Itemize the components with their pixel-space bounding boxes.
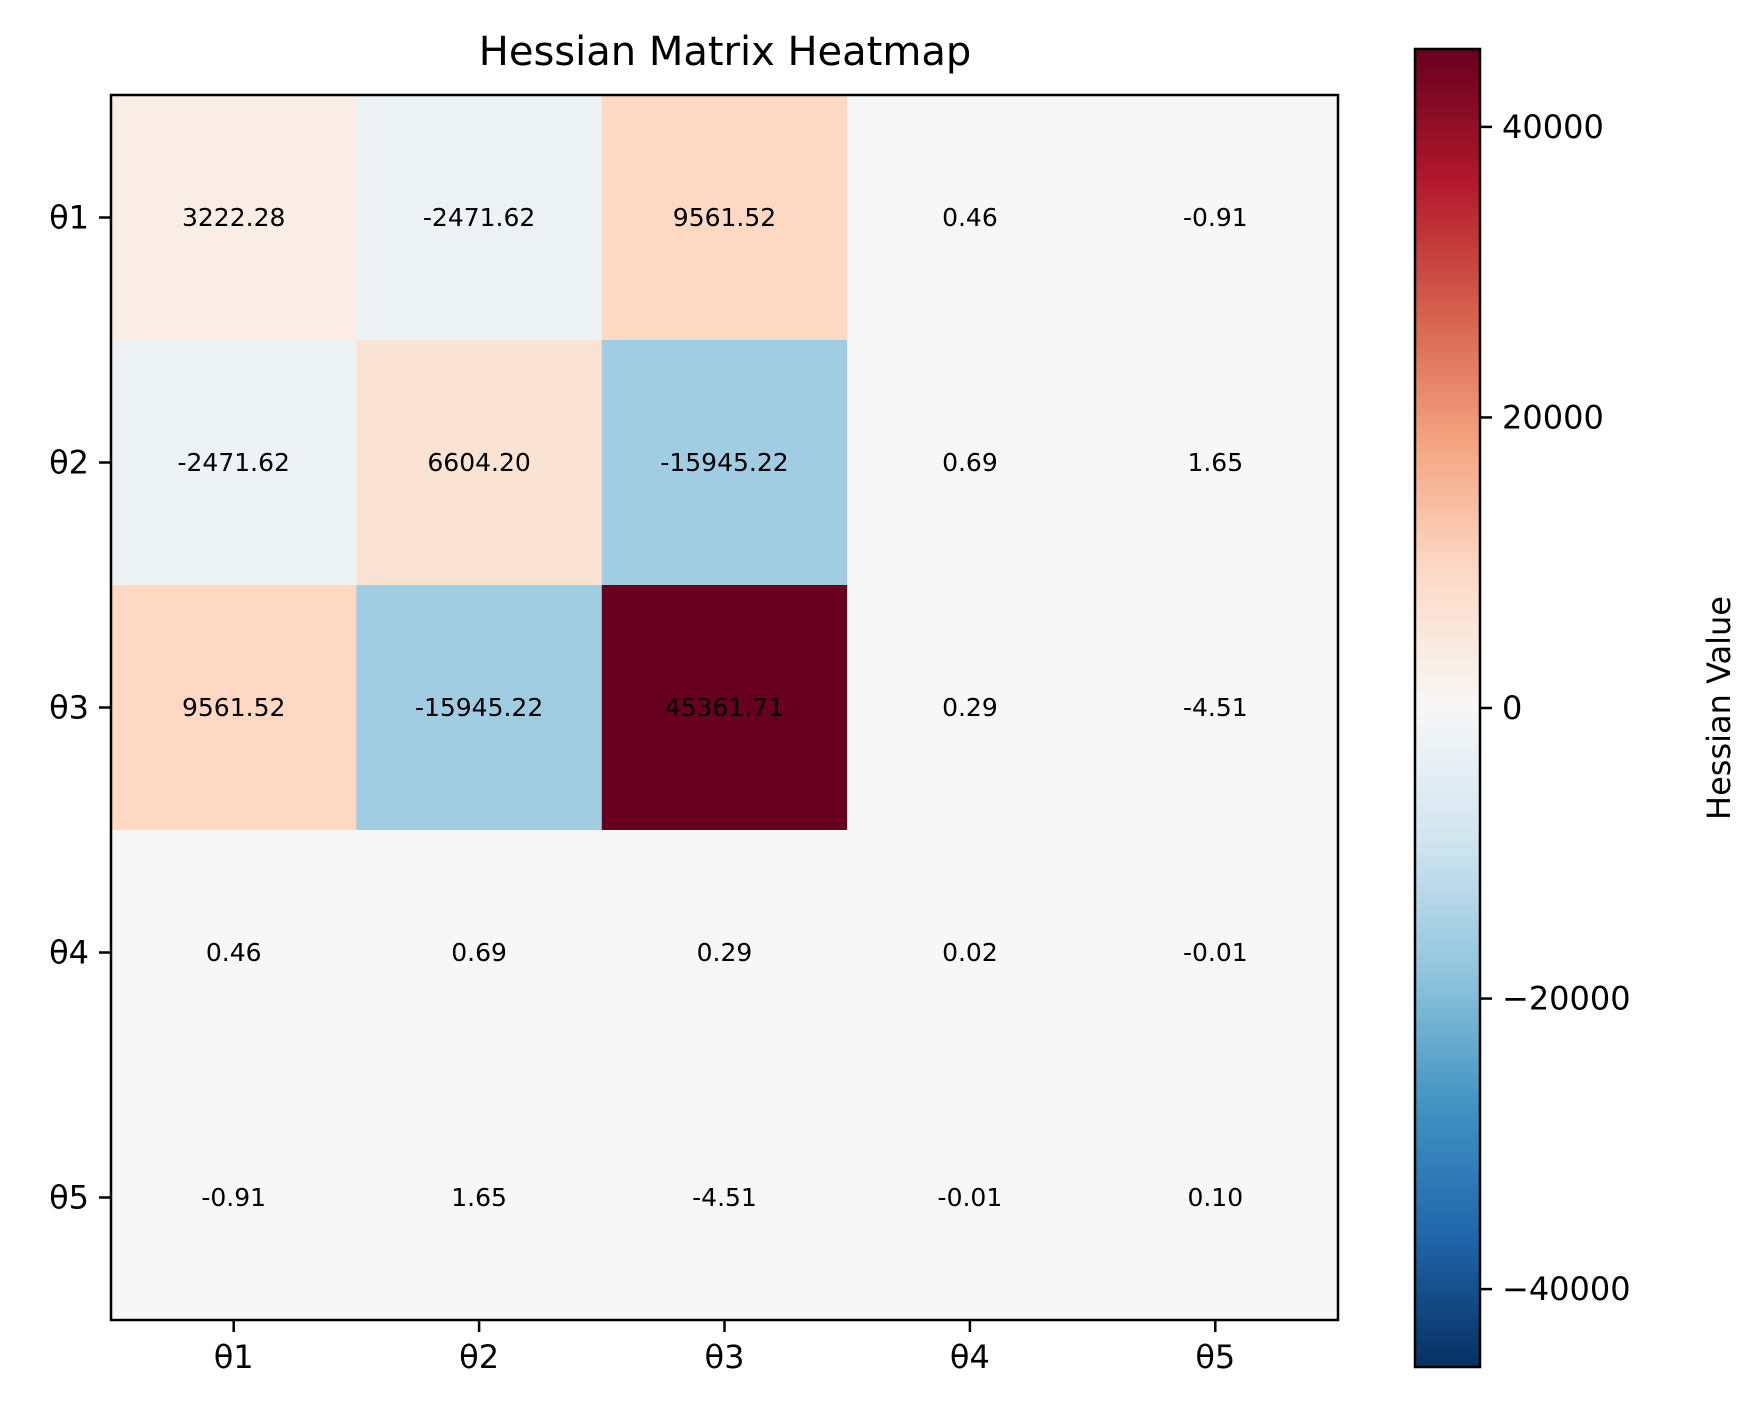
heatmap-cell — [601, 1075, 848, 1321]
heatmap-cell-value: 0.29 — [697, 938, 753, 967]
x-tick-label: θ5 — [1195, 1338, 1235, 1376]
heatmap-cell — [111, 95, 357, 341]
heatmap-cell-value: 1.65 — [1187, 448, 1243, 477]
heatmap-cell-value: 9561.52 — [673, 203, 776, 232]
heatmap-cell-value: -0.01 — [1183, 938, 1248, 967]
heatmap-cell — [601, 585, 848, 831]
heatmap-cell-value: 3222.28 — [182, 203, 285, 232]
heatmap-cell — [356, 1075, 603, 1321]
heatmap-cell — [356, 95, 603, 341]
heatmap-cell — [601, 830, 848, 1076]
heatmap-cell-value: -0.91 — [1183, 203, 1248, 232]
heatmap-cell — [111, 830, 357, 1076]
colorbar-tick-label: 0 — [1502, 689, 1522, 727]
y-tick-label: θ3 — [49, 689, 89, 727]
heatmap-cell-value: -15945.22 — [660, 448, 788, 477]
heatmap-cell — [111, 585, 357, 831]
colorbar-tick-label: 40000 — [1502, 108, 1604, 146]
heatmap-cell-value: 0.69 — [451, 938, 507, 967]
heatmap-cell-value: 0.10 — [1187, 1183, 1243, 1212]
heatmap-cell-value: -2471.62 — [423, 203, 535, 232]
colorbar-tick-label: −40000 — [1502, 1270, 1631, 1308]
heatmap-cell — [111, 340, 357, 586]
colorbar — [1413, 47, 1482, 1369]
heatmap-cell — [1092, 1075, 1339, 1321]
heatmap-cell — [601, 95, 848, 341]
heatmap-cell-value: -15945.22 — [415, 693, 543, 722]
heatmap-cell — [356, 340, 603, 586]
x-axis: θ1 θ2 θ3 θ4 θ5 — [214, 1320, 1235, 1376]
heatmap-cell-value: -4.51 — [692, 1183, 757, 1212]
heatmap-cell-value: 0.29 — [942, 693, 998, 722]
heatmap-cell-value: -2471.62 — [177, 448, 289, 477]
heatmap-cell — [356, 585, 603, 831]
heatmap-cell-value: 1.65 — [451, 1183, 507, 1212]
heatmap-cell-value: -4.51 — [1183, 693, 1248, 722]
x-tick-label: θ2 — [459, 1338, 499, 1376]
x-tick-label: θ4 — [950, 1338, 990, 1376]
y-tick-label: θ2 — [49, 444, 89, 482]
colorbar-tick-label: −20000 — [1502, 980, 1631, 1018]
heatmap-cell-value: 45361.71 — [665, 693, 784, 722]
heatmap-cell-value: 0.02 — [942, 938, 998, 967]
heatmap-cell-value: -0.01 — [938, 1183, 1003, 1212]
heatmap-cell — [111, 1075, 357, 1321]
heatmap-cell-value: -0.91 — [201, 1183, 266, 1212]
y-axis: θ1 θ2 θ3 θ4 θ5 — [49, 199, 111, 1217]
heatmap-cell — [847, 1075, 1094, 1321]
heatmap-cell — [847, 830, 1094, 1076]
heatmap-cell-value: 6604.20 — [427, 448, 530, 477]
heatmap-cell — [1092, 95, 1339, 341]
x-tick-label: θ1 — [214, 1338, 254, 1376]
heatmap-cell — [847, 340, 1094, 586]
heatmap-cell-labels: 3222.28 -2471.62 9561.52 0.46 -0.91 -2471.62 6… — [177, 203, 1247, 1212]
heatmap-cells — [111, 95, 1339, 1321]
heatmap-cell — [847, 95, 1094, 341]
chart-title: Hessian Matrix Heatmap — [479, 29, 971, 75]
colorbar-tick-label: 20000 — [1502, 398, 1604, 436]
colorbar-ticks: 40000 20000 0 −20000 −40000 — [1480, 108, 1631, 1308]
heatmap-cell-value: 9561.52 — [182, 693, 285, 722]
heatmap-cell — [1092, 585, 1339, 831]
heatmap-cell — [847, 585, 1094, 831]
heatmap-cell-value: 0.69 — [942, 448, 998, 477]
heatmap-cell-value: 0.46 — [942, 203, 998, 232]
y-tick-label: θ1 — [49, 199, 89, 237]
heatmap-cell — [356, 830, 603, 1076]
x-tick-label: θ3 — [705, 1338, 745, 1376]
y-tick-label: θ4 — [49, 934, 89, 972]
heatmap-cell-value: 0.46 — [206, 938, 262, 967]
colorbar-label: Hessian Value — [1700, 596, 1738, 820]
heatmap-cell — [1092, 340, 1339, 586]
heatmap-cell — [1092, 830, 1339, 1076]
y-tick-label: θ5 — [49, 1179, 89, 1217]
heatmap-cell — [601, 340, 848, 586]
